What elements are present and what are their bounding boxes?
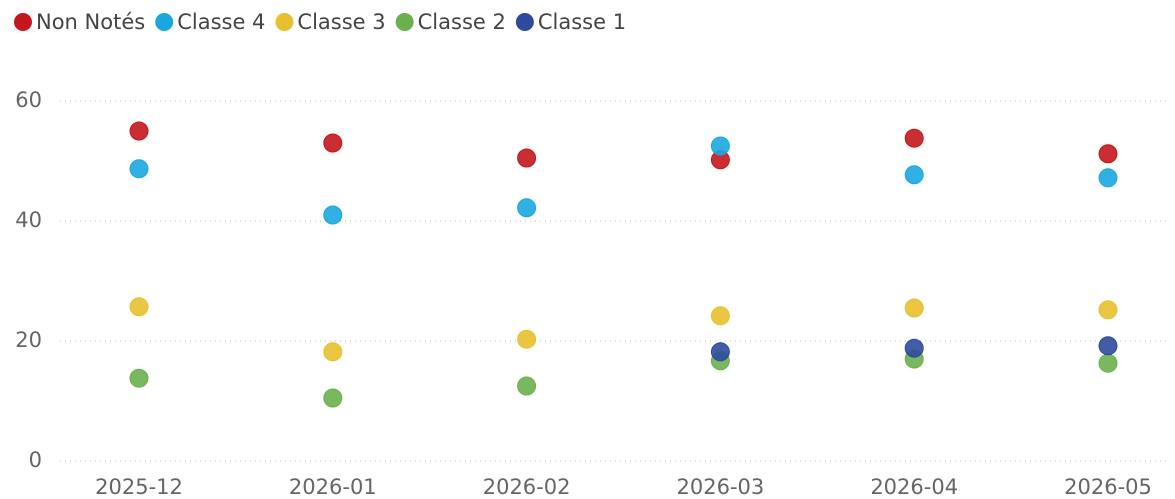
dot [904, 165, 924, 185]
dot [710, 306, 730, 326]
legend-marker [14, 13, 32, 31]
dot [904, 298, 924, 318]
legend-label: Non Notés [36, 10, 145, 34]
legend-marker [275, 13, 294, 31]
dot [710, 342, 730, 362]
dot [129, 368, 149, 388]
legend-label: Classe 1 [538, 10, 626, 34]
legend-label: Classe 2 [418, 10, 506, 34]
dot [904, 128, 924, 148]
y-tick-label: 0 [29, 448, 42, 472]
x-tick-label: 2026-04 [870, 475, 958, 499]
dot [517, 198, 537, 218]
dot [517, 148, 537, 168]
x-tick-label: 2025-12 [95, 475, 183, 499]
dot [710, 136, 730, 156]
legend-marker [155, 13, 174, 31]
x-tick-label: 2026-05 [1064, 475, 1152, 499]
legend-marker [515, 13, 534, 31]
dot [323, 388, 343, 408]
dot [129, 121, 149, 141]
dot [517, 329, 537, 349]
dot [129, 159, 149, 179]
legend-label: Classe 3 [297, 10, 385, 34]
y-tick-label: 20 [15, 328, 42, 352]
dot [323, 205, 343, 225]
y-tick-label: 40 [15, 208, 42, 232]
dot [1098, 144, 1118, 164]
x-tick-label: 2026-01 [289, 475, 377, 499]
x-tick-label: 2026-03 [677, 475, 765, 499]
dot [904, 338, 924, 358]
dot [1098, 300, 1118, 320]
dot [323, 133, 343, 153]
dot [129, 297, 149, 317]
legend-marker [395, 13, 414, 31]
dot [517, 376, 537, 396]
dot [1098, 336, 1118, 356]
dot [1098, 353, 1118, 373]
y-tick-label: 60 [15, 88, 42, 112]
legend-label: Classe 4 [177, 10, 265, 34]
dot [1098, 168, 1118, 188]
x-tick-label: 2026-02 [483, 475, 571, 499]
dot [323, 342, 343, 362]
